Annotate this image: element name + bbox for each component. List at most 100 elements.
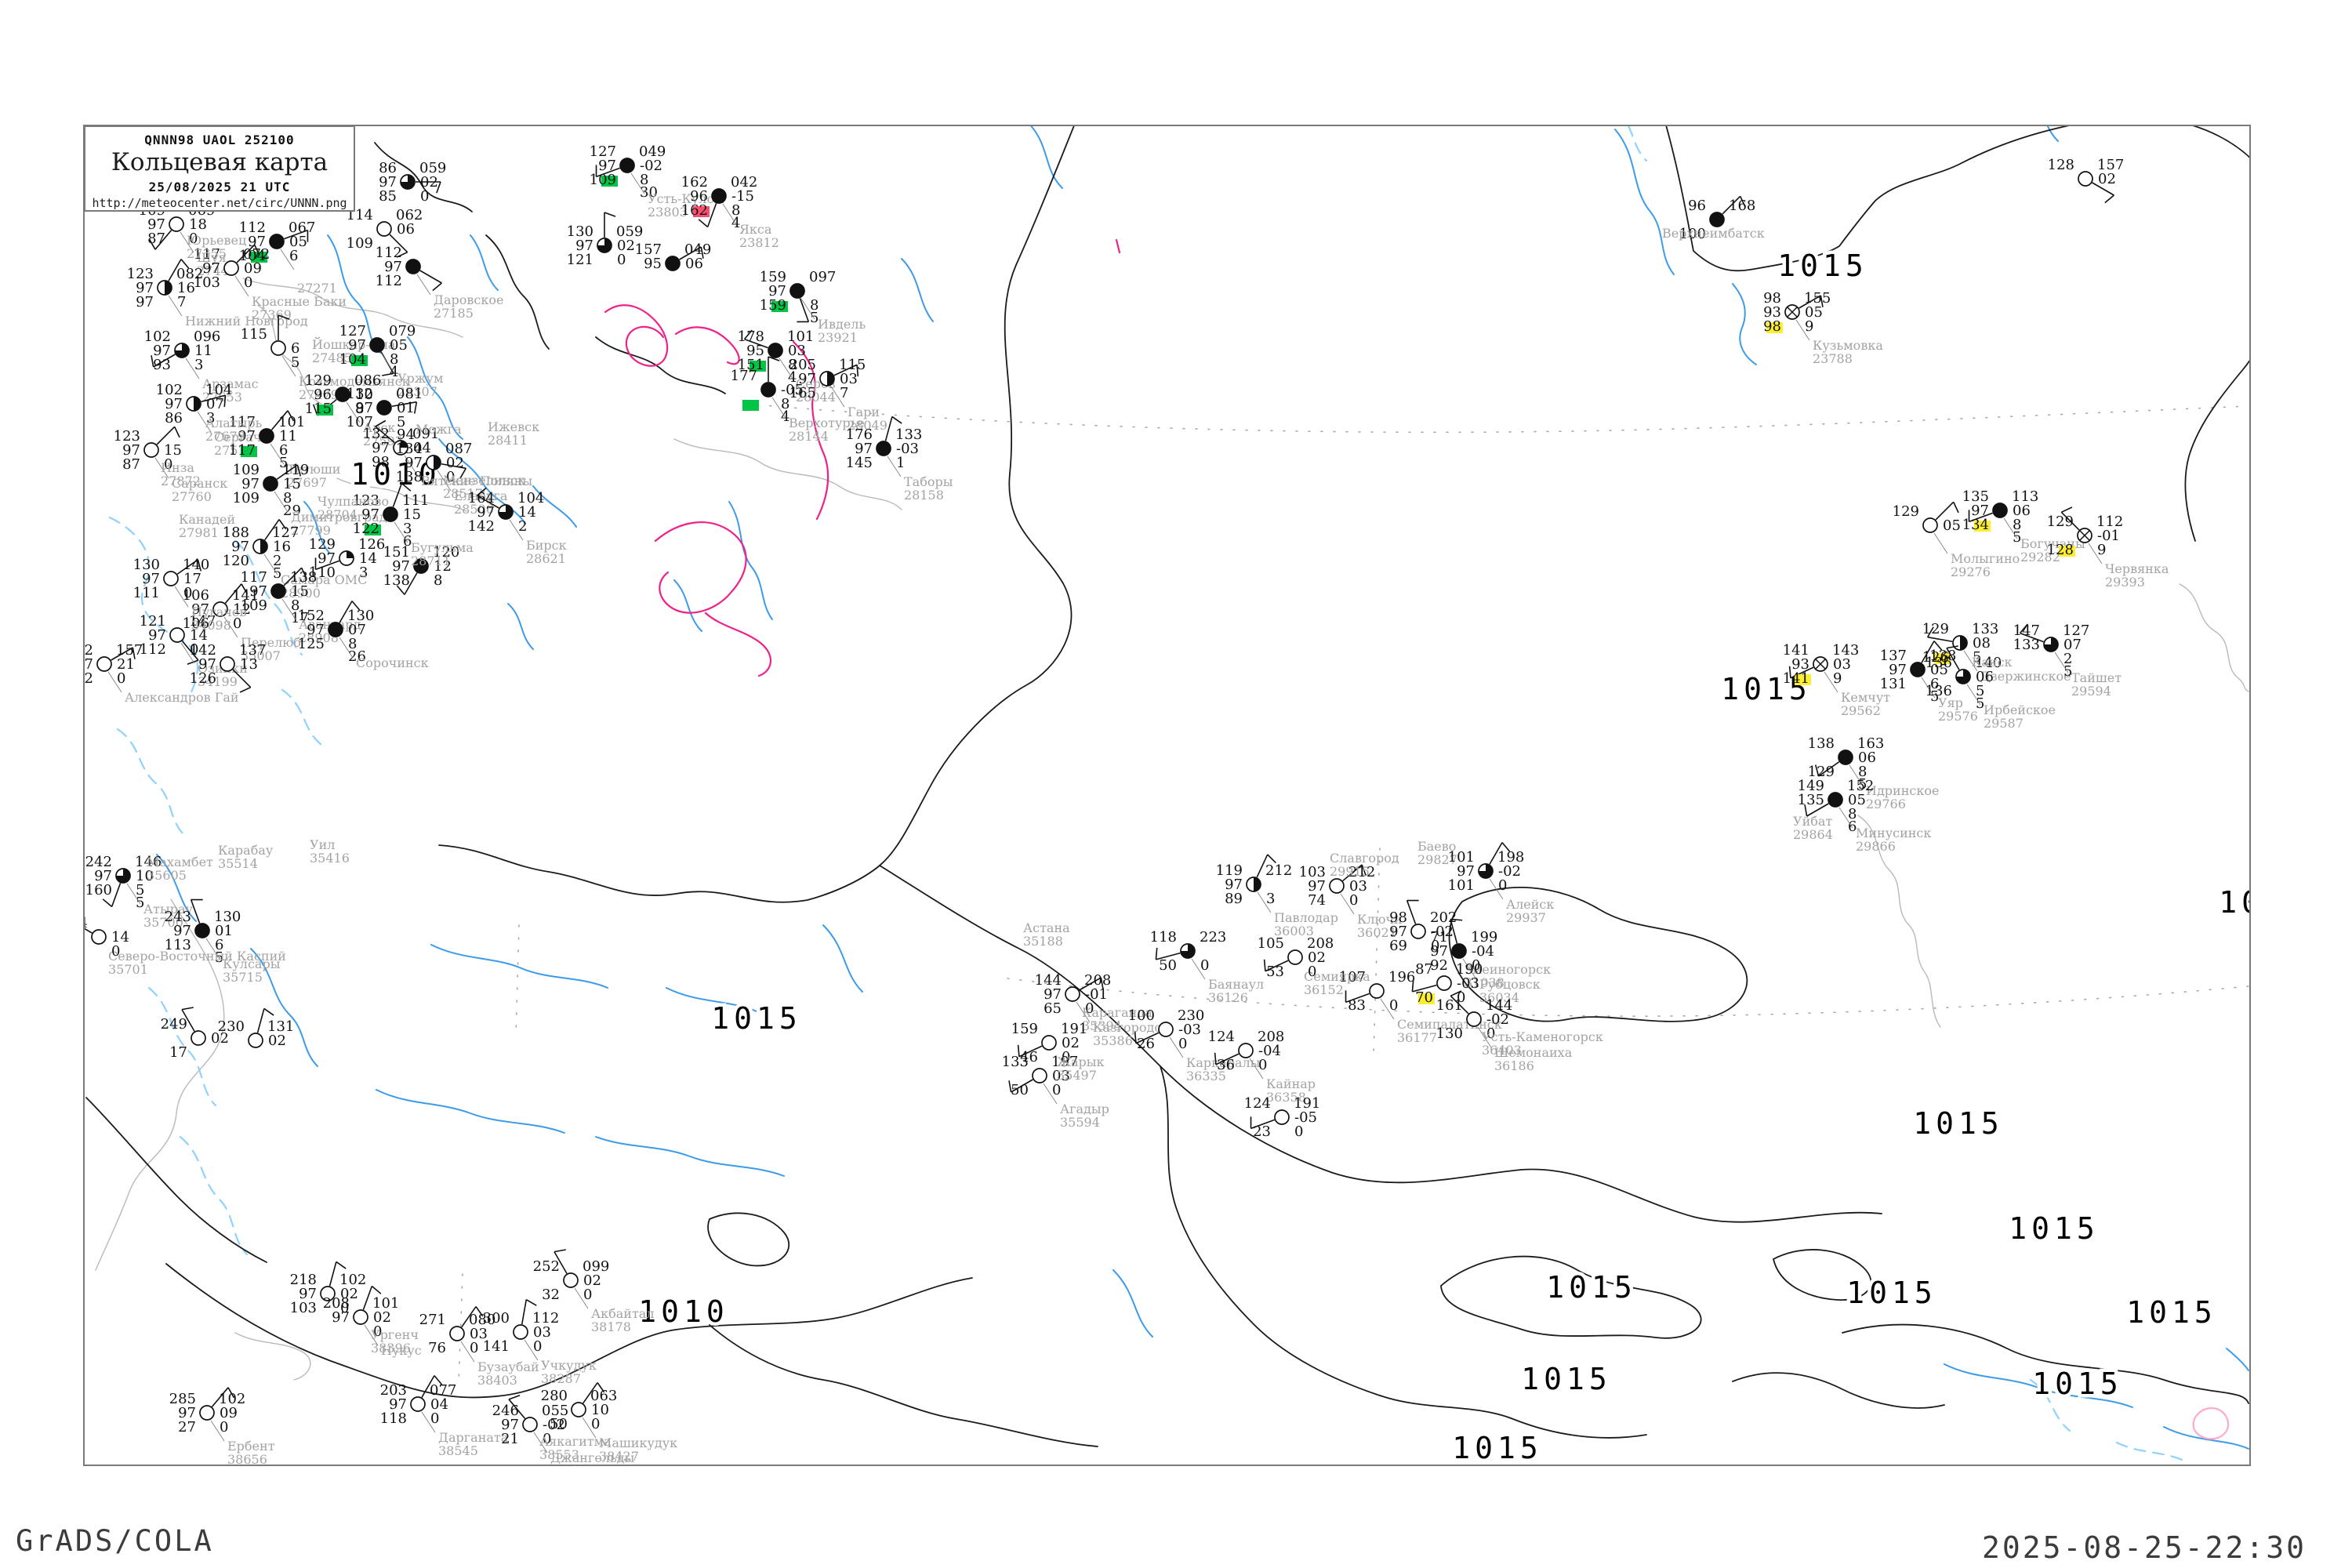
station-temperature: 142 [67, 642, 93, 659]
station-dewpoint: 113 [165, 937, 191, 953]
station-label-connector [263, 554, 278, 575]
station-extra-value: 17 [291, 610, 309, 626]
station-dewpoint: 117 [229, 442, 256, 459]
station-low-cloud: 0 [583, 1287, 592, 1303]
station-dewpoint: 112 [140, 641, 166, 658]
station-temperature: 129 [305, 372, 332, 389]
station-humidity: 97 [147, 216, 165, 233]
station-name: Ирбейское [1984, 702, 2056, 717]
station-label-connector [509, 519, 524, 541]
wind-barb-feather [336, 1261, 347, 1269]
isobar-label: 1010 [350, 457, 441, 492]
station-low-cloud: 0 [373, 1323, 382, 1340]
station-humidity: 96 [690, 188, 708, 205]
station-dewpoint: 115 [305, 401, 332, 417]
station-pressure: 087 [445, 441, 472, 457]
map-frame [83, 125, 2251, 1466]
station-plot: 142 137 97 13 126 [190, 642, 266, 693]
station-pressure: 099 [583, 1258, 609, 1275]
station-temperature: 117 [241, 569, 267, 586]
station-pressure-tendency: 05 [1943, 517, 1961, 534]
station-dewpoint: 110 [309, 564, 336, 581]
wind-barb-feather [475, 1306, 484, 1317]
station-low-cloud: 9 [1833, 670, 1842, 687]
station-temperature: 123 [127, 266, 154, 282]
station-humidity: 93 [1791, 656, 1809, 673]
station-pressure: 157 [116, 642, 143, 659]
station-label-connector [126, 883, 141, 905]
coastline-border-line [707, 1212, 789, 1267]
station-dewpoint: 36 [1217, 1057, 1235, 1073]
station-index: 38178 [591, 1319, 631, 1334]
station-label-connector [437, 470, 452, 492]
station-name: Канск [1972, 655, 2013, 670]
station-plot: 129 126 97 14 110 3 [309, 536, 386, 581]
station-temperature: 132 [347, 386, 373, 402]
station-low-cloud: 5 [291, 354, 299, 371]
station-dewpoint: 89 [1225, 891, 1243, 907]
station-pressure: 208 [1084, 972, 1111, 989]
station-temperature: 123 [353, 492, 379, 509]
wind-barb-shaft [256, 1008, 265, 1033]
station-low-cloud: 6 [279, 442, 288, 459]
grads-signature: GrADS/COLA [16, 1524, 214, 1558]
station-pressure-tendency: 14 [111, 929, 129, 946]
station-pressure: 131 [267, 1018, 294, 1035]
wind-barb-shaft [1806, 803, 1829, 817]
station-dewpoint: 50 [1011, 1082, 1029, 1098]
wind-barb-feather [382, 372, 394, 376]
station-plot: 124 191-05 23 0 [1244, 1095, 1321, 1140]
river-line [156, 854, 197, 922]
station-label-connector [1380, 998, 1395, 1020]
isobar-label: 1015 [711, 1001, 802, 1036]
isobar-label: 1015 [1521, 1362, 1612, 1396]
station-humidity: 97 [178, 1405, 196, 1421]
station-temperature: 147 [2013, 622, 2040, 639]
station-pressure-tendency: 10 [355, 387, 373, 403]
station-label-connector [830, 386, 845, 408]
station-temperature: 130 [133, 557, 160, 573]
station-pressure-tendency: 02 [373, 1309, 391, 1326]
station-low-cloud: 9 [1805, 318, 1813, 335]
station-humidity: 97 [379, 174, 397, 191]
wind-barb-feather [132, 647, 136, 659]
station-pressure-tendency: 06 [1858, 750, 1876, 766]
station-index: 27485 [312, 350, 352, 365]
coastline-border-line [1379, 1395, 1647, 1439]
river-line [595, 1136, 785, 1177]
station-index: 28621 [526, 551, 566, 566]
isobar-label: 1010 [638, 1294, 729, 1329]
station-pressure-tendency: 12 [434, 558, 452, 575]
station-dewpoint: 142 [468, 518, 495, 535]
station-temperature: 129 [1922, 621, 1949, 637]
channel-dashed-line [2115, 1441, 2189, 1464]
station-pressure: 133 [1972, 621, 1998, 637]
station-temperature: 102 [156, 382, 183, 398]
wind-barb-shaft [1345, 993, 1370, 1004]
station-temperature: 162 [681, 174, 708, 191]
wind-barb-shaft [1450, 995, 1469, 1014]
station-pressure: 104 [205, 382, 232, 398]
station-pressure-tendency: 15 [291, 583, 309, 600]
station-humidity: 97 [153, 343, 171, 359]
station-index: 36358 [1266, 1090, 1306, 1105]
wind-barb-feather [698, 219, 709, 228]
wind-barb-feather [278, 519, 287, 530]
station-index: 27369 [252, 307, 292, 322]
station-temperature: 280 [541, 1388, 568, 1404]
station-low-cloud: 0 [1349, 892, 1358, 909]
wind-barb-feather [768, 356, 780, 361]
wind-barb-shaft [1135, 1032, 1160, 1044]
station-name: Алейск [1506, 897, 1554, 912]
